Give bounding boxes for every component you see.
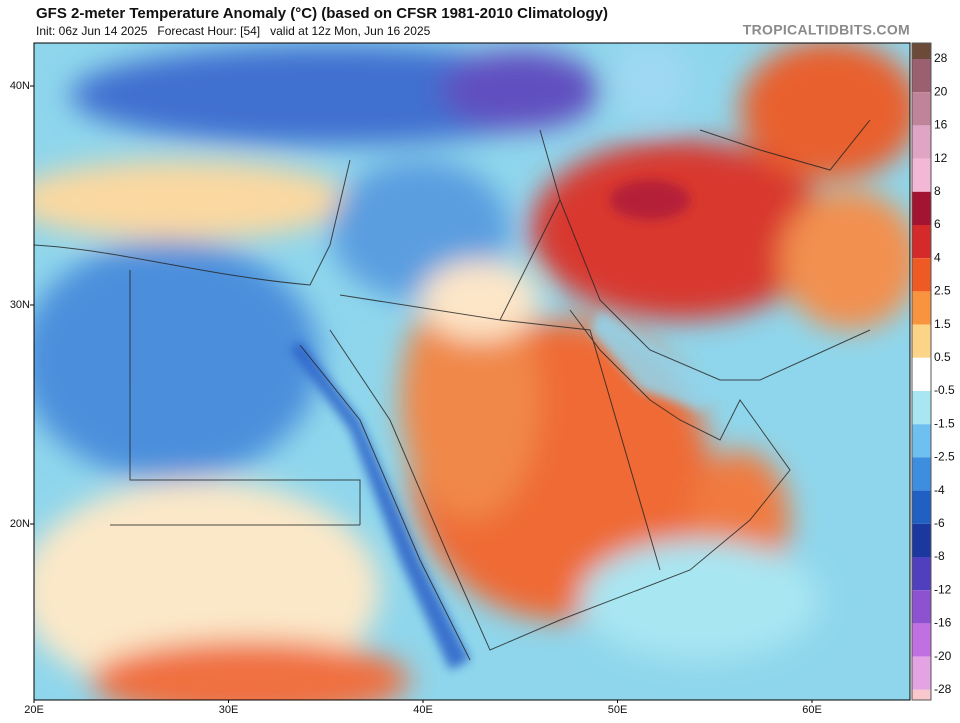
colorbar-swatch [912, 623, 931, 657]
lat-label: 40N [10, 80, 30, 92]
axes: 40N 30N 20N 20E 30E 40E 50E 60E [10, 80, 822, 716]
colorbar-frame [911, 42, 932, 701]
colorbar-label: -6 [934, 516, 945, 530]
colorbar-swatch [912, 391, 931, 425]
lat-label: 30N [10, 299, 30, 311]
colorbar-swatch [912, 324, 931, 358]
colorbar-swatch [912, 656, 931, 690]
colorbar-swatch [912, 424, 931, 458]
colorbar-label: -2.5 [934, 450, 955, 464]
colorbar-swatch [912, 490, 931, 524]
lon-label: 60E [802, 704, 822, 716]
colorbar-swatch [912, 92, 931, 126]
colorbar-swatch [912, 523, 931, 557]
colorbar-swatch [912, 191, 931, 225]
map [34, 43, 910, 700]
colorbar-label: -16 [934, 616, 952, 630]
colorbar-swatch [912, 557, 931, 591]
lon-label: 30E [219, 704, 239, 716]
colorbar-label: -28 [934, 682, 952, 696]
colorbar-swatch [912, 291, 931, 325]
colorbar-label: 28 [934, 51, 948, 65]
colorbar-swatch [912, 689, 931, 700]
colorbar-label: -8 [934, 549, 945, 563]
map-frame [33, 42, 911, 701]
colorbar-label: 12 [934, 151, 948, 165]
colorbar-swatch [912, 258, 931, 292]
subtitle: Init: 06z Jun 14 2025 Forecast Hour: [54… [36, 24, 431, 38]
colorbar-label: 8 [934, 184, 941, 198]
colorbar-swatch [912, 43, 931, 59]
colorbar-label: 16 [934, 118, 948, 132]
lat-label: 20N [10, 518, 30, 530]
colorbar-label: 0.5 [934, 350, 951, 364]
colorbar-label: 20 [934, 84, 948, 98]
lon-label: 40E [413, 704, 433, 716]
colorbar-label: -12 [934, 582, 952, 596]
colorbar-swatch [912, 457, 931, 491]
colorbar-label: 4 [934, 250, 941, 264]
colorbar-label: -4 [934, 483, 945, 497]
colorbar-label: 2.5 [934, 284, 951, 298]
colorbar-label: -0.5 [934, 383, 955, 397]
colorbar-swatch [912, 158, 931, 192]
colorbar-swatch [912, 357, 931, 391]
colorbar-label: 6 [934, 217, 941, 231]
colorbar-swatch [912, 125, 931, 159]
title: GFS 2-meter Temperature Anomaly (°C) (ba… [36, 5, 608, 22]
lon-label: 50E [608, 704, 628, 716]
site-name: TROPICALTIDBITS.COM [743, 22, 910, 38]
colorbar: 28 20 16 12 8 6 4 2.5 1.5 0.5 -0.5 -1.5 -2.5 -4 -6 -8 -1… [911, 42, 955, 701]
colorbar-swatch [912, 225, 931, 259]
colorbar-label: -20 [934, 649, 952, 663]
lon-label: 20E [24, 704, 44, 716]
colorbar-label: -1.5 [934, 416, 955, 430]
colorbar-label: 1.5 [934, 317, 951, 331]
colorbar-swatch [912, 59, 931, 93]
colorbar-swatch [912, 590, 931, 624]
